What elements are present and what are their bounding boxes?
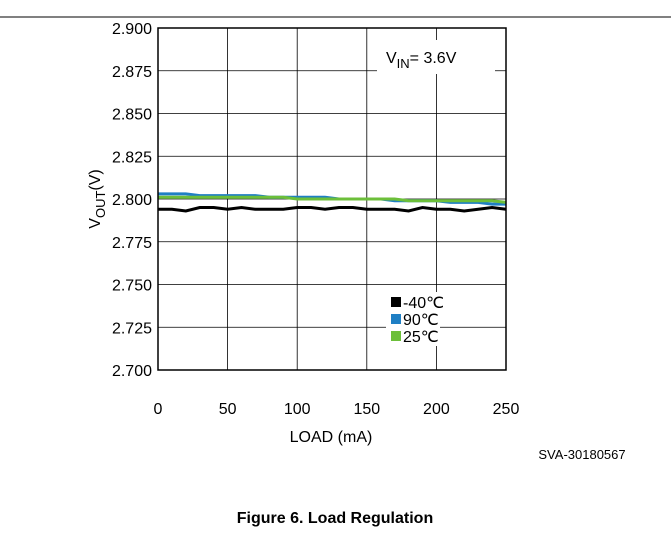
annotation-main: V	[386, 50, 397, 67]
y-label-sub: OUT	[93, 191, 108, 219]
x-tick-label: 50	[219, 401, 237, 418]
annotation-rest: = 3.6V	[410, 50, 457, 67]
annotation: VIN= 3.6V	[386, 50, 457, 71]
x-tick-label: 150	[353, 401, 380, 418]
y-tick-label: 2.800	[112, 192, 152, 209]
legend-swatch	[391, 331, 401, 341]
legend-swatch	[391, 314, 401, 324]
legend-label: -40℃	[403, 295, 444, 312]
y-label-main: V	[87, 218, 104, 229]
annotation-box	[377, 40, 495, 74]
y-axis-label: VOUT(V)	[87, 169, 108, 228]
y-tick-label: 2.825	[112, 149, 152, 166]
plot	[158, 192, 507, 213]
y-label-rest: (V)	[87, 169, 104, 190]
caption: Figure 6. Load Regulation	[237, 510, 433, 527]
x-tick-label: 0	[154, 401, 163, 418]
legend: -40℃90℃25℃	[386, 292, 444, 346]
y-tick-label: 2.850	[112, 107, 152, 124]
annotation-sub: IN	[397, 56, 410, 71]
x-tick-label: 250	[493, 401, 520, 418]
series-line	[158, 195, 507, 204]
legend-swatch	[391, 297, 401, 307]
y-tick-label: 2.700	[112, 363, 152, 380]
y-tick-label: 2.725	[112, 320, 152, 337]
legend-label: 90℃	[403, 312, 439, 329]
y-tick-label: 2.875	[112, 64, 152, 81]
plot-frame	[157, 27, 507, 371]
y-tick-label: 2.775	[112, 235, 152, 252]
x-tick-label: 200	[423, 401, 450, 418]
x-axis-label: LOAD (mA)	[290, 429, 373, 446]
series-line	[158, 206, 507, 213]
y-tick-label: 2.900	[112, 21, 152, 38]
x-tick-label: 100	[284, 401, 311, 418]
watermark: SVA-30180567	[538, 447, 625, 462]
y-tick-label: 2.750	[112, 278, 152, 295]
legend-label: 25℃	[403, 329, 439, 346]
